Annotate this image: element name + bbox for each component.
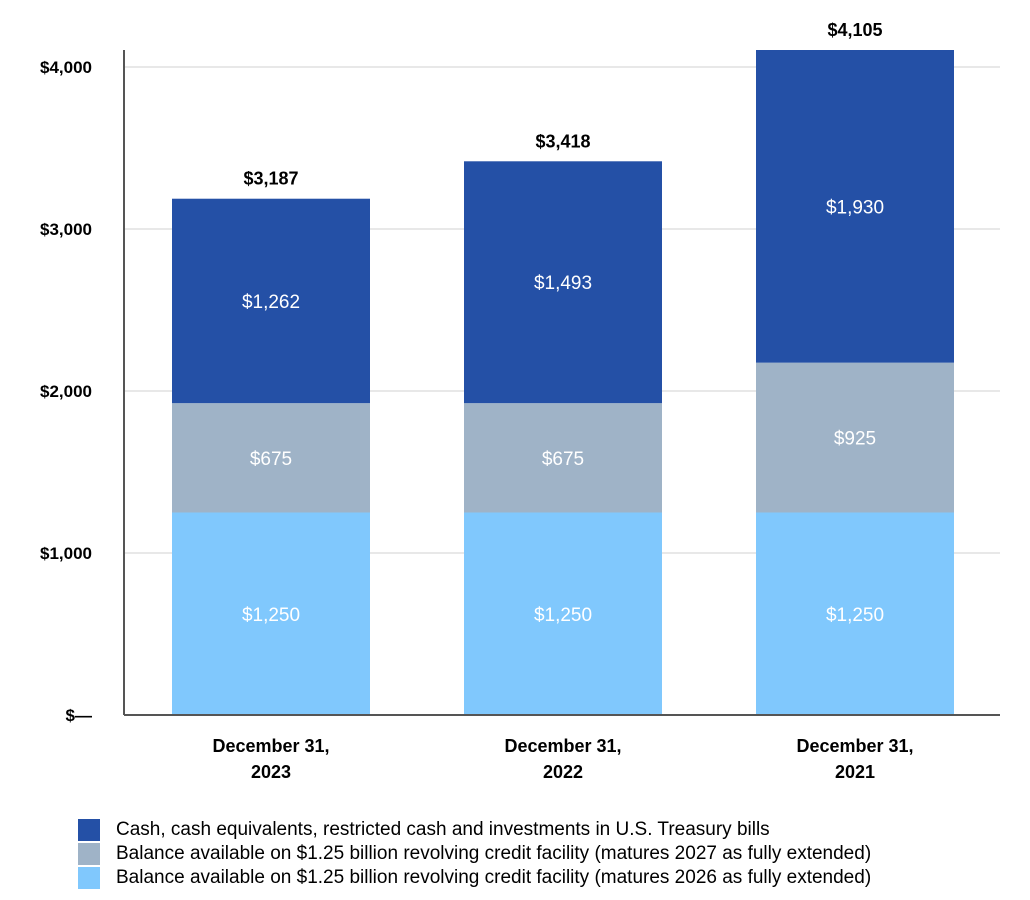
legend-item: Cash, cash equivalents, restricted cash … (78, 818, 1018, 842)
bar-segment (464, 403, 662, 513)
legend-label: Cash, cash equivalents, restricted cash … (116, 819, 770, 840)
segment-value-label: $1,262 (242, 292, 300, 313)
segment-value-label: $1,493 (534, 273, 592, 294)
bar-total-label: $4,105 (827, 20, 882, 40)
y-tick-label: $— (66, 706, 92, 725)
y-tick-label: $4,000 (40, 58, 92, 77)
bar-segment (172, 198, 370, 404)
legend-swatch (78, 819, 100, 841)
bar-segment (172, 512, 370, 715)
legend-label: Balance available on $1.25 billion revol… (116, 843, 872, 864)
y-tick-label: $2,000 (40, 382, 92, 401)
bar-segment (756, 512, 954, 715)
bar-total-label: $3,418 (535, 131, 590, 151)
x-tick-label: 2023 (251, 762, 291, 782)
segment-value-label: $1,930 (826, 197, 884, 218)
x-tick-label: December 31, (796, 736, 913, 756)
bar-segment (756, 50, 954, 363)
legend-item: Balance available on $1.25 billion revol… (78, 866, 1018, 890)
x-tick-label: December 31, (212, 736, 329, 756)
bar-segment (756, 362, 954, 513)
segment-value-label: $675 (542, 449, 584, 470)
x-tick-label: 2021 (835, 762, 875, 782)
segment-value-label: $1,250 (826, 605, 884, 626)
labels: $— $1,000 $2,000 $3,000 $4,000 $1,250 $675 $1,2… (40, 20, 914, 782)
axes (123, 50, 1000, 716)
bar-total-label: $3,187 (243, 169, 298, 189)
segment-value-label: $675 (250, 449, 292, 470)
segment-value-label: $1,250 (534, 605, 592, 626)
chart-legend: Cash, cash equivalents, restricted cash … (78, 818, 1018, 890)
x-tick-label: December 31, (504, 736, 621, 756)
x-tick-label: 2022 (543, 762, 583, 782)
segment-value-label: $1,250 (242, 605, 300, 626)
legend-swatch (78, 843, 100, 865)
y-tick-label: $1,000 (40, 544, 92, 563)
legend-item: Balance available on $1.25 billion revol… (78, 842, 1018, 866)
bars (172, 50, 954, 715)
bar-segment (172, 403, 370, 513)
bar-segment (464, 512, 662, 715)
legend-swatch (78, 867, 100, 889)
bar-segment (464, 161, 662, 404)
y-tick-label: $3,000 (40, 220, 92, 239)
legend-label: Balance available on $1.25 billion revol… (116, 867, 872, 888)
segment-value-label: $925 (834, 429, 876, 450)
